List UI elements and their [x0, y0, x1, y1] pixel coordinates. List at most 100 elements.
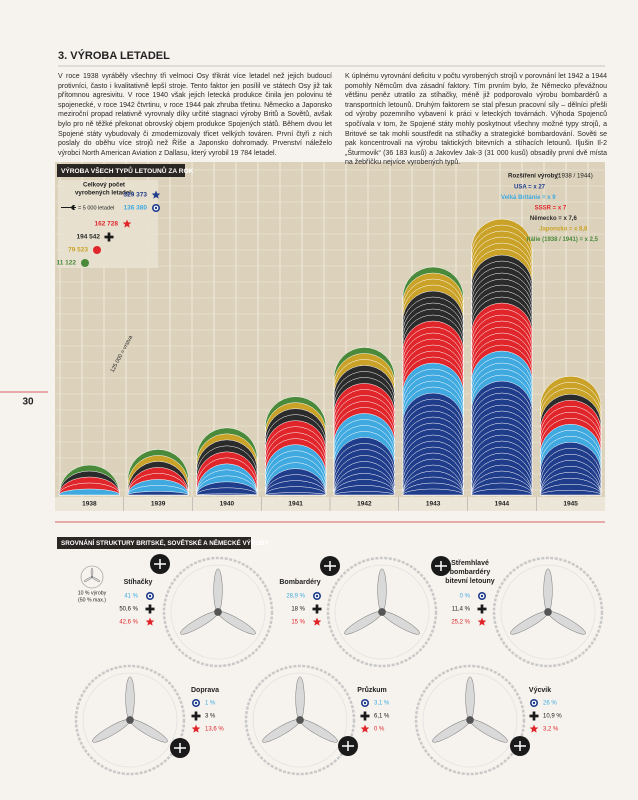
blade [547, 611, 586, 635]
growth-label: Itálie (1938 / 1941) = x 2,5 [527, 237, 599, 243]
star-icon [145, 617, 155, 626]
gauge-value: 0 % [374, 727, 385, 733]
cross-icon [191, 711, 201, 721]
arch-layer [333, 491, 396, 496]
legend-propeller [83, 567, 101, 582]
roundel-icon [148, 594, 152, 598]
gauge-value: 28,9 % [286, 594, 305, 600]
star-icon [529, 724, 539, 733]
section-chart-title: SROVNÁNÍ STRUKTURY BRITSKÉ, SOVĚTSKÉ A N… [61, 538, 270, 547]
gauge-label: bombardéry [450, 569, 491, 576]
total-value: 79 523 [68, 247, 88, 254]
gauge-value: 0 % [460, 594, 471, 600]
gauge-label: Bombardéry [279, 579, 320, 586]
growth-period: (1938 / 1944) [556, 173, 593, 180]
gauge-value: 10,9 % [543, 714, 562, 720]
blade [90, 567, 94, 578]
plane-icon [61, 205, 76, 210]
italy-icon [81, 259, 89, 267]
icon-glyph [435, 561, 447, 571]
cross-icon [104, 232, 114, 242]
total-value: 11 122 [56, 260, 76, 267]
gauge-value: 26 % [543, 701, 557, 707]
gauge-label: Výcvik [529, 687, 551, 694]
legend-title: Celkový počet [83, 182, 125, 189]
hub [544, 608, 552, 616]
blade [510, 611, 549, 635]
roundel-icon [532, 701, 536, 705]
year-label: 1939 [151, 501, 166, 508]
roundel-icon [480, 594, 484, 598]
blade [432, 719, 471, 743]
gauge-propeller [92, 676, 168, 743]
roundel-icon [363, 701, 367, 705]
arch-layer [402, 488, 464, 496]
icon-glyph [342, 741, 354, 751]
gauge-inner [82, 672, 178, 768]
blade [344, 611, 383, 635]
hub [91, 576, 93, 578]
gauge-value: 25,2 % [451, 620, 470, 626]
blade [295, 676, 305, 721]
icon-glyph [514, 741, 526, 751]
star-icon [360, 724, 370, 733]
cross-icon [477, 604, 487, 614]
intro-left: V roce 1938 vyráběly všechny tři velmoci… [58, 73, 332, 157]
gauge-ring [492, 556, 604, 668]
blade [217, 611, 256, 635]
roundel-icon [154, 206, 158, 210]
year-label: 1938 [82, 501, 97, 508]
gauge-value: 3,2 % [543, 727, 559, 733]
sun-icon [93, 246, 101, 254]
blade [299, 719, 338, 743]
gauge-value: 6,1 % [374, 714, 390, 720]
gauge-inner [500, 564, 596, 660]
year-label: 1942 [357, 501, 372, 508]
year-label: 1945 [563, 501, 578, 508]
blade [465, 676, 475, 721]
gauge-label: Průzkum [357, 686, 387, 694]
blade [180, 611, 219, 635]
hub [466, 716, 474, 724]
year-label: 1940 [220, 501, 235, 508]
title-box [57, 164, 185, 177]
gauge-value: 3,1 % [374, 701, 390, 707]
arch-layer [58, 488, 121, 496]
gauge-ring [74, 664, 186, 776]
arch-layer [196, 487, 258, 496]
gauge-value: 11,4 % [452, 607, 471, 613]
blade [377, 568, 387, 613]
gauge-propeller [510, 568, 586, 635]
icon-glyph [174, 743, 186, 753]
gauge-inner [252, 672, 348, 768]
arch-layer [471, 488, 533, 496]
blade [381, 611, 420, 635]
arch-layer [264, 492, 327, 496]
gauge-propeller [180, 568, 256, 635]
total-value: 136 380 [124, 205, 148, 212]
gauge-ring [244, 664, 356, 776]
cross-icon [312, 604, 322, 614]
gauge-value: 50,6 % [119, 607, 138, 613]
gauge-inner [422, 672, 518, 768]
year-label: 1944 [495, 501, 510, 508]
legend-note: 10 % výroby [78, 590, 107, 596]
gauge-ring [414, 664, 526, 776]
blade [91, 576, 101, 582]
gauge-propeller [344, 568, 420, 635]
hub [126, 716, 134, 724]
growth-title: Rozšíření výroby: [508, 173, 560, 180]
unit-note: = 5 000 letadel [78, 205, 114, 211]
arch-layer [539, 489, 602, 496]
cross-icon [360, 711, 370, 721]
roundel-icon [315, 594, 319, 598]
gauge-propeller [262, 676, 338, 743]
gauge-value: 13,6 % [205, 727, 224, 733]
gauge-value: 3 % [205, 714, 216, 720]
gauge-ring [326, 556, 438, 668]
intro-right: K úplnému vyrovnání deficitu v počtu vyr… [345, 73, 607, 167]
gauge-inner [170, 564, 266, 660]
star-icon [477, 617, 487, 626]
gauge-label: Doprava [191, 687, 219, 694]
cross-icon [145, 604, 155, 614]
